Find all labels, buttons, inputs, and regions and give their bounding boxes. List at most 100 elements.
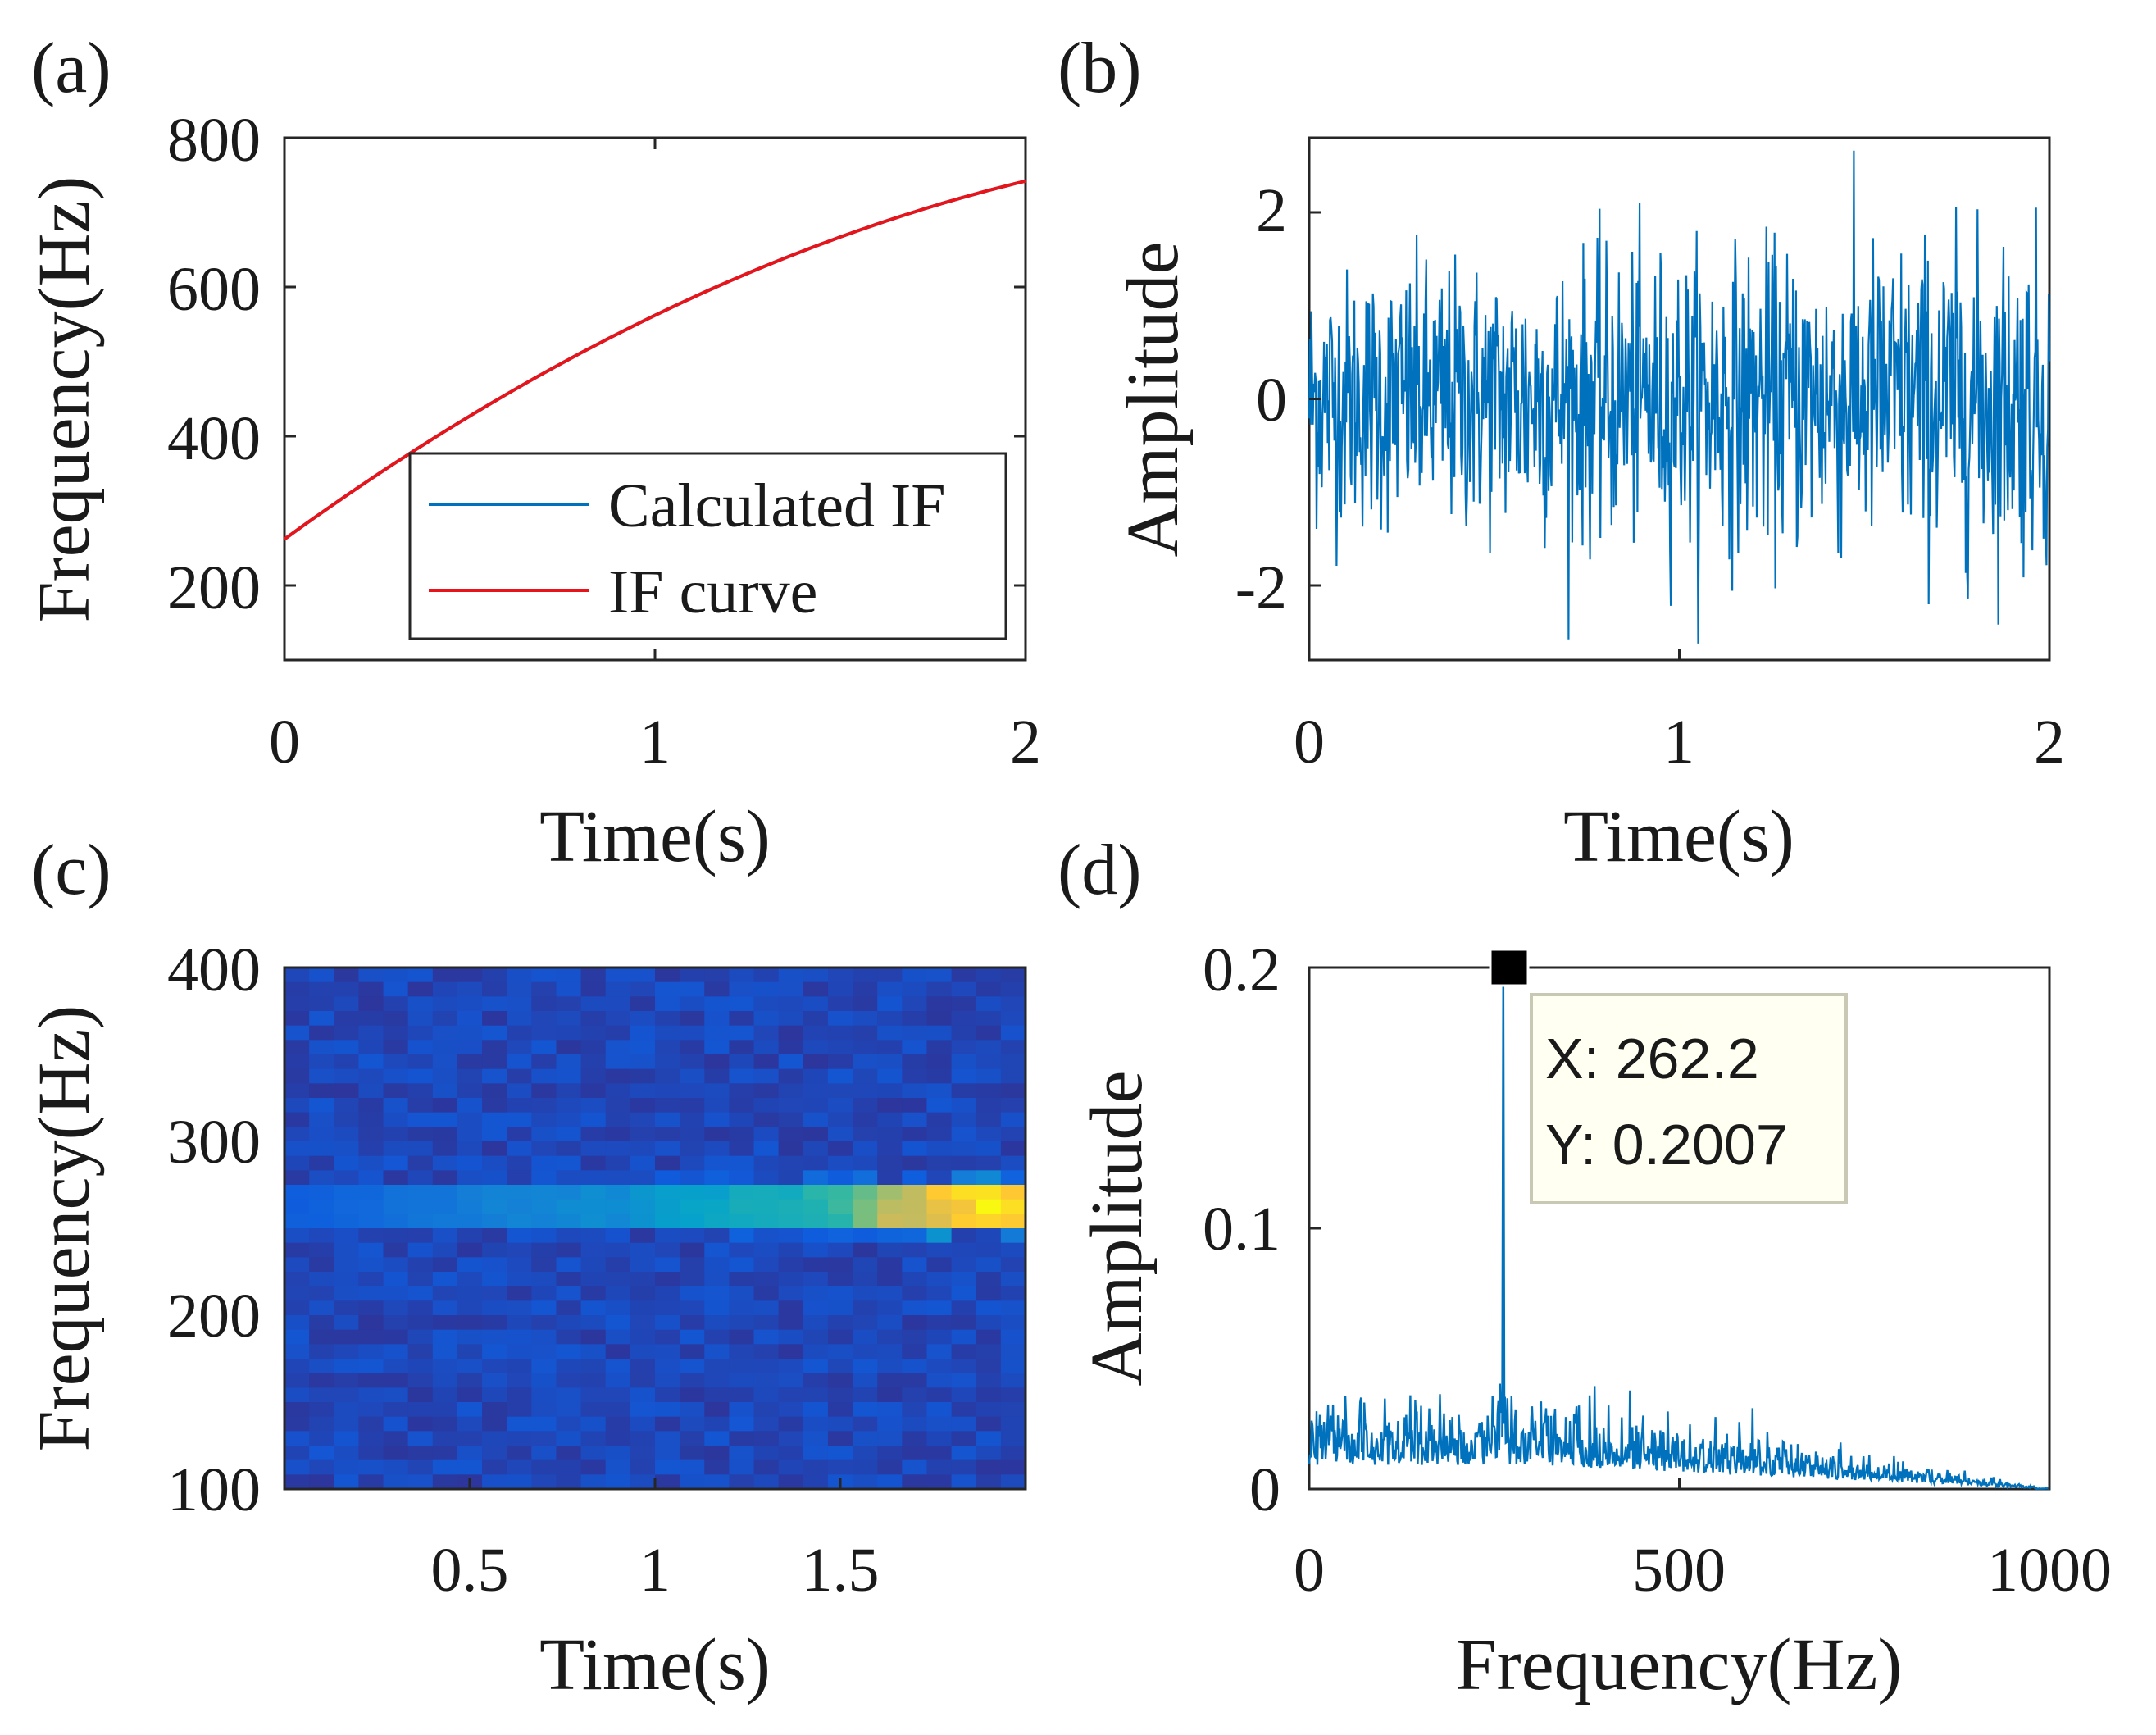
heatmap-cell: [334, 996, 359, 1012]
panel-d-xtick: 0: [1294, 1536, 1325, 1605]
heatmap-cell: [531, 1459, 557, 1475]
heatmap-cell: [655, 1373, 680, 1388]
heatmap-cell: [407, 1214, 434, 1229]
heatmap-cell: [630, 1155, 656, 1171]
heatmap-cell: [680, 1141, 705, 1157]
heatmap-cell: [309, 1011, 334, 1027]
heatmap-cell: [383, 1344, 409, 1359]
heatmap-cell: [753, 1155, 780, 1171]
heatmap-cell: [877, 1228, 903, 1244]
heatmap-cell: [951, 1373, 977, 1388]
heatmap-cell: [531, 1112, 557, 1127]
heatmap-cell: [926, 1199, 953, 1214]
heatmap-cell: [778, 996, 804, 1012]
panel-c-xtick: 0.5: [431, 1536, 509, 1605]
heatmap-cell: [605, 1199, 631, 1214]
heatmap-cell: [432, 1315, 458, 1331]
heatmap-cell: [1000, 1459, 1026, 1475]
heatmap-cell: [482, 1083, 507, 1099]
heatmap-cell: [704, 1359, 730, 1374]
heatmap-cell: [803, 968, 829, 983]
heatmap-cell: [778, 1474, 804, 1490]
heatmap-cell: [457, 1459, 483, 1475]
heatmap-cell: [556, 1185, 582, 1200]
heatmap-cell: [482, 1242, 507, 1258]
heatmap-cell: [605, 1387, 631, 1403]
heatmap-cell: [680, 1359, 705, 1374]
heatmap-cell: [753, 1446, 780, 1461]
panel-c-heatmap: [284, 968, 1026, 1490]
heatmap-cell: [556, 1446, 582, 1461]
heatmap-cell: [457, 968, 483, 983]
heatmap-cell: [827, 1459, 853, 1475]
heatmap-cell: [753, 1300, 780, 1316]
heatmap-cell: [976, 1387, 1002, 1403]
heatmap-cell: [432, 1040, 458, 1055]
heatmap-cell: [902, 1300, 928, 1316]
heatmap-cell: [827, 1098, 853, 1113]
heatmap-cell: [803, 1272, 829, 1287]
heatmap-cell: [358, 1141, 384, 1157]
heatmap-cell: [680, 1416, 705, 1432]
heatmap-cell: [853, 1329, 878, 1345]
heatmap-cell: [729, 1098, 755, 1113]
heatmap-cell: [853, 1272, 878, 1287]
heatmap-cell: [383, 1068, 409, 1084]
heatmap-cell: [556, 1214, 582, 1229]
heatmap-cell: [334, 1387, 359, 1403]
heatmap-cell: [383, 1416, 409, 1432]
heatmap-cell: [432, 1112, 458, 1127]
heatmap-cell: [729, 981, 755, 997]
heatmap-cell: [457, 1228, 483, 1244]
heatmap-cell: [284, 1446, 310, 1461]
heatmap-cell: [482, 1300, 507, 1316]
heatmap-cell: [655, 1257, 680, 1273]
heatmap-cell: [358, 981, 384, 997]
heatmap-cell: [630, 1286, 656, 1301]
heatmap-cell: [309, 1199, 334, 1214]
heatmap-cell: [482, 1446, 507, 1461]
heatmap-cell: [729, 1170, 755, 1186]
heatmap-cell: [729, 1054, 755, 1070]
heatmap-cell: [432, 1474, 458, 1490]
heatmap-cell: [655, 1228, 680, 1244]
heatmap-cell: [951, 1199, 977, 1214]
heatmap-cell: [284, 1098, 310, 1113]
heatmap-cell: [655, 1214, 680, 1229]
heatmap-cell: [951, 1446, 977, 1461]
heatmap-cell: [976, 1083, 1002, 1099]
heatmap-cell: [482, 968, 507, 983]
datatip[interactable]: X: 262.2 Y: 0.2007: [1530, 993, 1848, 1204]
heatmap-cell: [334, 1040, 359, 1055]
heatmap-cell: [655, 1431, 680, 1446]
heatmap-cell: [580, 1185, 607, 1200]
heatmap-cell: [1000, 1344, 1026, 1359]
heatmap-cell: [531, 1431, 557, 1446]
heatmap-cell: [926, 1373, 953, 1388]
heatmap-cell: [704, 1228, 730, 1244]
heatmap-cell: [482, 1098, 507, 1113]
heatmap-cell: [976, 1068, 1002, 1084]
heatmap-cell: [407, 1127, 434, 1142]
heatmap-cell: [630, 1127, 656, 1142]
heatmap-cell: [803, 1416, 829, 1432]
heatmap-cell: [556, 1459, 582, 1475]
heatmap-cell: [1000, 1170, 1026, 1186]
heatmap-cell: [334, 1199, 359, 1214]
datatip-marker[interactable]: [1489, 948, 1530, 987]
heatmap-cell: [309, 1286, 334, 1301]
heatmap-cell: [309, 1474, 334, 1490]
heatmap-cell: [630, 996, 656, 1012]
heatmap-cell: [853, 1127, 878, 1142]
heatmap-cell: [457, 1025, 483, 1041]
heatmap-cell: [1000, 1416, 1026, 1432]
heatmap-cell: [1000, 1431, 1026, 1446]
heatmap-cell: [655, 1387, 680, 1403]
heatmap-cell: [778, 1416, 804, 1432]
heatmap-cell: [358, 1199, 384, 1214]
heatmap-cell: [432, 1185, 458, 1200]
heatmap-cell: [778, 1083, 804, 1099]
panel-b-ticks: 0 1 2 -2 0 2: [1235, 176, 2065, 776]
heatmap-cell: [531, 996, 557, 1012]
heatmap-cell: [284, 1300, 310, 1316]
